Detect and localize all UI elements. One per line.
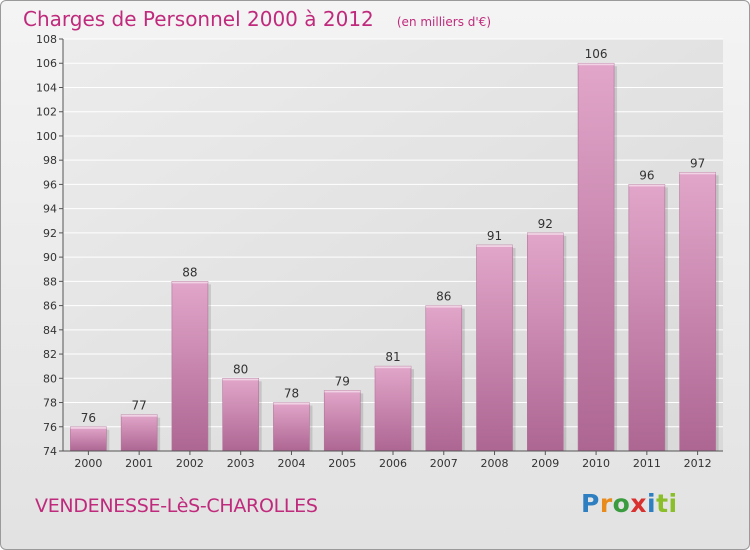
- bar-highlight: [324, 390, 361, 393]
- bar-highlight: [121, 414, 158, 417]
- y-tick-label: 76: [43, 421, 57, 434]
- x-tick-label: 2009: [531, 457, 559, 470]
- data-label: 86: [436, 290, 451, 304]
- x-tick-label: 2010: [582, 457, 610, 470]
- bar-highlight: [425, 305, 462, 308]
- bar-highlight: [527, 232, 564, 235]
- data-label: 80: [233, 362, 248, 376]
- bar-2007: [425, 305, 463, 452]
- x-tick-label: 2000: [74, 457, 102, 470]
- data-label: 81: [385, 350, 400, 364]
- y-tick-label: 74: [43, 445, 57, 458]
- bar-2011: [628, 184, 666, 452]
- y-tick-label: 94: [43, 203, 57, 216]
- y-tick-label: 96: [43, 178, 57, 191]
- data-label: 106: [585, 47, 608, 61]
- bar-highlight: [171, 281, 208, 284]
- chart-subtitle: (en milliers d'€): [396, 15, 491, 29]
- bar-2012: [679, 171, 716, 452]
- data-label: 76: [81, 411, 96, 425]
- y-tick-label: 102: [36, 106, 57, 119]
- bar-highlight: [476, 245, 513, 247]
- y-tick-label: 78: [43, 397, 57, 410]
- bar-2005: [323, 390, 361, 452]
- data-label: 77: [132, 399, 147, 413]
- y-tick-label: 106: [36, 57, 57, 70]
- x-tick-label: 2006: [379, 457, 407, 470]
- bar-2000: [70, 426, 107, 452]
- x-tick-label: 2002: [176, 457, 204, 470]
- x-tick-label: 2004: [277, 457, 305, 470]
- y-tick-label: 98: [43, 154, 57, 167]
- commune-name: VENDENESSE-LèS-CHAROLLES: [35, 495, 318, 517]
- title-row: Charges de Personnel 2000 à 2012 (en mil…: [23, 7, 491, 31]
- y-tick-label: 84: [43, 324, 57, 337]
- y-tick-label: 90: [43, 251, 57, 264]
- proxiti-logo: Proxiti: [581, 489, 678, 518]
- x-tick-label: 2007: [430, 457, 458, 470]
- x-tick-label: 2003: [227, 457, 255, 470]
- y-tick-label: 92: [43, 227, 57, 240]
- x-tick-label: 2005: [328, 457, 356, 470]
- y-tick-label: 108: [36, 33, 57, 46]
- data-label: 78: [284, 387, 299, 401]
- y-tick-label: 82: [43, 348, 57, 361]
- bar-2001: [120, 414, 158, 452]
- y-tick-label: 86: [43, 300, 57, 313]
- bar-2004: [273, 402, 310, 452]
- bar-2009: [527, 232, 564, 452]
- data-label: 97: [690, 156, 705, 170]
- bar-2003: [222, 377, 259, 452]
- bar-2010: [577, 62, 615, 452]
- chart-title: Charges de Personnel 2000 à 2012: [23, 7, 374, 31]
- data-label: 96: [639, 168, 654, 182]
- data-label: 79: [335, 374, 350, 388]
- bar-2002: [171, 281, 209, 452]
- y-tick-label: 100: [36, 130, 57, 143]
- bar-highlight: [578, 63, 615, 66]
- bar-highlight: [375, 366, 411, 369]
- data-label: 92: [538, 217, 553, 231]
- y-tick-label: 88: [43, 275, 57, 288]
- x-tick-label: 2008: [481, 457, 509, 470]
- bar-2008: [476, 244, 513, 452]
- bar-highlight: [222, 378, 259, 381]
- data-label: 91: [487, 229, 502, 243]
- bar-highlight: [628, 184, 665, 187]
- bar-highlight: [70, 426, 107, 429]
- y-tick-label: 104: [36, 81, 57, 94]
- y-tick-label: 80: [43, 372, 57, 385]
- bar-2006: [374, 365, 412, 452]
- bar-highlight: [273, 402, 310, 405]
- bar-highlight: [679, 172, 716, 175]
- x-tick-label: 2012: [684, 457, 712, 470]
- data-label: 88: [182, 265, 197, 279]
- x-tick-label: 2001: [125, 457, 153, 470]
- x-tick-label: 2011: [633, 457, 661, 470]
